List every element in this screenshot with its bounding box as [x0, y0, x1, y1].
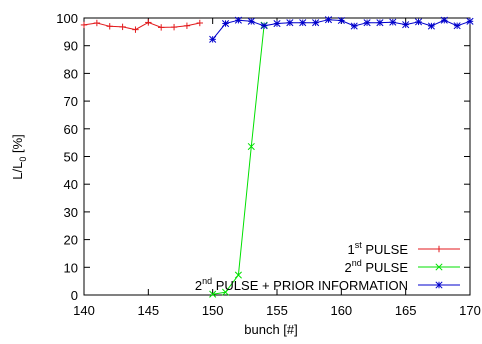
- x-tick-label: 150: [202, 303, 224, 318]
- series-2: [209, 21, 268, 298]
- data-point: [363, 19, 371, 27]
- data-point: [221, 19, 230, 28]
- y-tick-label: 0: [71, 288, 78, 303]
- y-tick-label: 80: [64, 66, 78, 81]
- y-tick-label: 100: [56, 11, 78, 26]
- y-tick-label: 60: [64, 122, 78, 137]
- legend-marker: [435, 281, 443, 289]
- legend-entry-2: 2nd PULSE: [345, 258, 460, 275]
- legend-label: 1st PULSE: [348, 240, 409, 257]
- y-axis-label-unit: [%]: [10, 134, 25, 156]
- data-point: [299, 19, 307, 27]
- legend-label-superscript: st: [355, 240, 363, 250]
- data-point: [209, 35, 217, 43]
- legend-entry-3: 2nd PULSE + PRIOR INFORMATION: [195, 276, 460, 293]
- x-tick-label: 160: [330, 303, 352, 318]
- series-layer: [80, 16, 474, 298]
- axis-ticks: 140 145 150 155 160 165 170 0 10 20 30 40 50 60 70 80 90…: [56, 11, 481, 318]
- data-point: [234, 271, 242, 279]
- x-tick-label: 165: [395, 303, 417, 318]
- data-point: [209, 290, 217, 298]
- data-point: [145, 19, 152, 26]
- legend-label-text: PULSE + PRIOR INFORMATION: [212, 278, 408, 293]
- plot-frame: [83, 17, 471, 296]
- data-point: [337, 16, 345, 25]
- data-point: [93, 19, 101, 27]
- data-point: [106, 23, 113, 30]
- data-point: [312, 19, 320, 27]
- y-tick-label: 50: [64, 150, 78, 165]
- legend-label-superscript: nd: [352, 258, 362, 268]
- legend-marker: [435, 245, 443, 253]
- x-axis-label: bunch [#]: [244, 322, 298, 337]
- series-line: [83, 21, 200, 31]
- y-tick-label: 70: [64, 94, 78, 109]
- data-point: [196, 19, 203, 27]
- data-point: [466, 17, 474, 25]
- data-point: [376, 19, 384, 27]
- y-tick-label: 90: [64, 39, 78, 54]
- series-line: [212, 25, 265, 295]
- data-point: [440, 16, 448, 24]
- plot-border: [83, 17, 471, 296]
- data-point: [221, 288, 230, 296]
- data-point: [427, 22, 435, 30]
- legend-label-text: PULSE: [362, 242, 409, 257]
- data-point: [324, 16, 333, 24]
- x-tick-label: 170: [459, 303, 481, 318]
- y-tick-label: 40: [64, 177, 78, 192]
- series-3: [209, 16, 474, 43]
- legend-label-number: 2: [345, 260, 352, 275]
- data-point: [183, 22, 191, 29]
- data-point: [350, 22, 358, 30]
- legend-label-text: PULSE: [362, 260, 409, 275]
- series-1: [80, 19, 203, 33]
- legend-entry-1: 1st PULSE: [348, 240, 460, 257]
- y-axis-label-subscript: 0: [18, 157, 28, 162]
- legend-label-superscript: nd: [202, 276, 212, 286]
- x-tick-label: 155: [266, 303, 288, 318]
- data-point: [247, 142, 255, 151]
- legend-marker: [435, 263, 443, 271]
- data-point: [260, 22, 268, 30]
- data-point: [234, 16, 242, 24]
- data-point: [402, 21, 410, 29]
- data-point: [158, 24, 165, 31]
- x-tick-label: 145: [137, 303, 159, 318]
- data-point: [273, 19, 281, 28]
- legend-label-number: 1: [348, 242, 355, 257]
- y-tick-label: 10: [64, 260, 78, 275]
- data-point: [389, 18, 397, 26]
- x-tick-label: 140: [73, 303, 95, 318]
- y-axis-label: L/L0 [%]: [10, 134, 28, 180]
- legend-label: 2nd PULSE: [345, 258, 409, 275]
- y-tick-label: 30: [64, 205, 78, 220]
- data-point: [119, 23, 126, 31]
- legend-label-number: 2: [195, 278, 202, 293]
- data-point: [286, 19, 294, 27]
- data-point: [132, 26, 139, 33]
- data-point: [80, 21, 88, 29]
- data-point: [414, 18, 423, 26]
- data-point: [453, 22, 461, 30]
- data-point: [247, 17, 255, 25]
- y-axis-label-main: L/L: [10, 162, 25, 180]
- data-point: [170, 23, 178, 31]
- y-tick-label: 20: [64, 233, 78, 248]
- legend-label: 2nd PULSE + PRIOR INFORMATION: [195, 276, 408, 293]
